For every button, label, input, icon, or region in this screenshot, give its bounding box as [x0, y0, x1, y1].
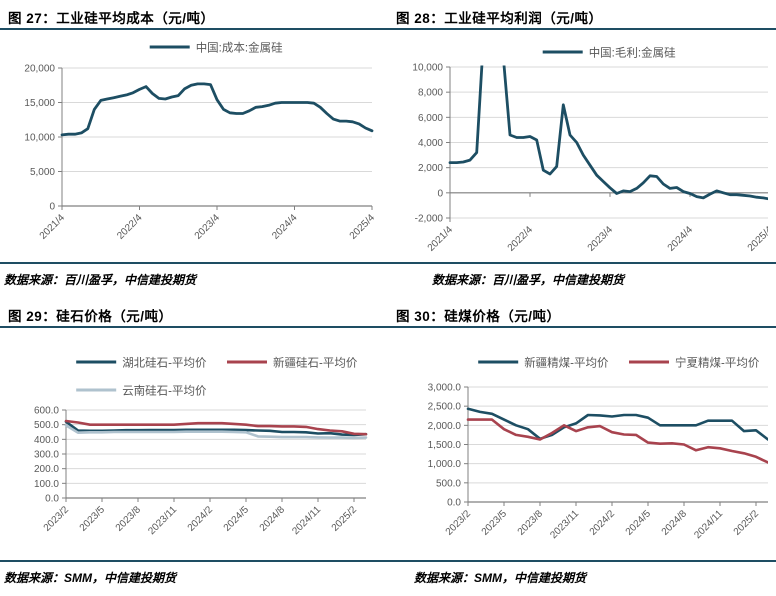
legend-label: 云南硅石-平均价	[122, 384, 207, 398]
legend-label: 中国:毛利:金属硅	[589, 46, 676, 60]
x-tick-label: 2024/11	[290, 504, 323, 537]
figure-30-coal-price: 图 30：硅煤价格（元/吨） 0.0 500.0 1,000.0 1,500.0 2,0…	[388, 298, 776, 596]
y-tick-label: 500.0	[34, 420, 59, 431]
series-line	[466, 418, 768, 464]
legend-label: 新疆硅石-平均价	[273, 356, 358, 370]
x-tick-label: 2024/11	[692, 508, 725, 541]
x-tick-label: 2023/5	[480, 508, 510, 538]
figure-28-title: 图 28：工业硅平均利润（元/吨）	[388, 0, 776, 30]
figure-28-source: 数据来源：百川盈孚，中信建投期货	[388, 262, 776, 298]
figure-27-cost: 图 27：工业硅平均成本（元/吨） 0 5,000 10,000 15,000 20,0…	[0, 0, 388, 298]
y-tick-label: 2,500.0	[428, 402, 462, 413]
x-tick-label: 2022/4	[115, 212, 145, 242]
figure-29-title: 图 29：硅石价格（元/吨）	[0, 298, 388, 328]
y-tick-label: 10,000	[24, 133, 55, 144]
x-tick-label: 2023/8	[114, 504, 144, 534]
figure-27-source: 数据来源：百川盈孚，中信建投期货	[0, 262, 388, 298]
x-tick-label: 2025/2	[732, 508, 762, 538]
figure-30-title: 图 30：硅煤价格（元/吨）	[388, 298, 776, 328]
y-tick-label: 500.0	[436, 478, 461, 489]
y-tick-label: 600.0	[34, 406, 59, 417]
y-tick-label: 5,000	[30, 167, 55, 178]
x-tick-label: 2023/4	[586, 224, 616, 254]
y-tick-label: 0.0	[447, 498, 461, 509]
x-tick-label: 2021/4	[426, 224, 456, 254]
figure-28-chart-area: -2,000 0 2,000 4,000 6,000 8,000 10,000 2021/4 2…	[388, 30, 776, 262]
y-tick-label: 2,000.0	[428, 421, 462, 432]
x-tick-label: 2023/2	[42, 504, 72, 534]
y-tick-label: 10,000	[412, 63, 443, 74]
legend-label: 中国:成本:金属硅	[196, 41, 283, 55]
x-tick-label: 2024/2	[186, 504, 216, 534]
y-tick-label: 3,000.0	[428, 383, 462, 394]
x-tick-label: 2025/4	[348, 212, 378, 242]
y-tick-label: 2,000	[418, 163, 443, 174]
figure-28-profit: 图 28：工业硅平均利润（元/吨） -2,000 0 2,000 4,000 6,000…	[388, 0, 776, 298]
figure-30-source: 数据来源：SMM，中信建投期货	[388, 560, 776, 596]
y-tick-label: 15,000	[24, 98, 55, 109]
x-tick-label: 2023/11	[548, 508, 581, 541]
x-tick-label: 2024/5	[624, 508, 654, 538]
y-tick-label: 400.0	[34, 435, 59, 446]
x-tick-label: 2023/4	[193, 212, 223, 242]
x-tick-label: 2024/8	[258, 504, 288, 534]
x-tick-label: 2023/2	[444, 508, 474, 538]
x-tick-label: 2024/5	[222, 504, 252, 534]
x-tick-label: 2023/5	[78, 504, 108, 534]
y-tick-label: 1,000.0	[428, 459, 462, 470]
figure-27-title: 图 27：工业硅平均成本（元/吨）	[0, 0, 388, 30]
figure-29-source: 数据来源：SMM，中信建投期货	[0, 560, 388, 596]
figure-27-chart-area: 0 5,000 10,000 15,000 20,000 2021/4 2022/4 2023…	[0, 30, 388, 262]
y-tick-label: 1,500.0	[428, 440, 462, 451]
x-tick-label: 2022/4	[506, 224, 536, 254]
y-tick-label: 6,000	[418, 113, 443, 124]
y-tick-label: 0.0	[45, 494, 59, 505]
x-tick-label: 2024/8	[660, 508, 690, 538]
series-line	[60, 82, 374, 137]
y-tick-label: 0	[49, 202, 55, 213]
figure-29-chart-area: 0.0 100.0 200.0 300.0 400.0 500.0 600.0 2023/2 2…	[0, 328, 388, 560]
series-line	[64, 424, 368, 440]
series-line	[466, 407, 768, 441]
x-tick-label: 2025/4	[746, 224, 768, 254]
y-tick-label: 20,000	[24, 64, 55, 75]
silicon-coal-price-line-chart: 0.0 500.0 1,000.0 1,500.0 2,000.0 2,500.0 3,00…	[428, 356, 768, 541]
y-tick-label: 300.0	[34, 450, 59, 461]
y-tick-label: -2,000	[415, 214, 444, 225]
series-line	[448, 65, 768, 201]
x-tick-label: 2023/8	[516, 508, 546, 538]
legend-label: 湖北硅石-平均价	[122, 356, 207, 370]
y-tick-label: 100.0	[34, 479, 59, 490]
legend-label: 新疆精煤-平均价	[524, 356, 609, 370]
y-tick-label: 0	[437, 188, 443, 199]
series-line	[64, 420, 368, 437]
x-tick-label: 2024/4	[666, 224, 696, 254]
series-line	[64, 419, 368, 436]
x-tick-label: 2021/4	[38, 212, 68, 242]
y-tick-label: 4,000	[418, 138, 443, 149]
figure-29-silica-price: 图 29：硅石价格（元/吨） 0.0 100.0 200.0 300.0 400.0 50…	[0, 298, 388, 596]
x-tick-label: 2024/4	[270, 212, 300, 242]
x-tick-label: 2023/11	[146, 504, 179, 537]
profit-line-chart: -2,000 0 2,000 4,000 6,000 8,000 10,000 2021/4 2…	[412, 46, 768, 254]
cost-line-chart: 0 5,000 10,000 15,000 20,000 2021/4 2022/4 2023…	[24, 41, 378, 242]
y-tick-label: 200.0	[34, 464, 59, 475]
legend-label: 宁夏精煤-平均价	[675, 356, 760, 370]
x-tick-label: 2024/2	[588, 508, 618, 538]
x-tick-label: 2025/2	[330, 504, 360, 534]
y-tick-label: 8,000	[418, 88, 443, 99]
figure-30-chart-area: 0.0 500.0 1,000.0 1,500.0 2,000.0 2,500.0 3,00…	[388, 328, 776, 560]
